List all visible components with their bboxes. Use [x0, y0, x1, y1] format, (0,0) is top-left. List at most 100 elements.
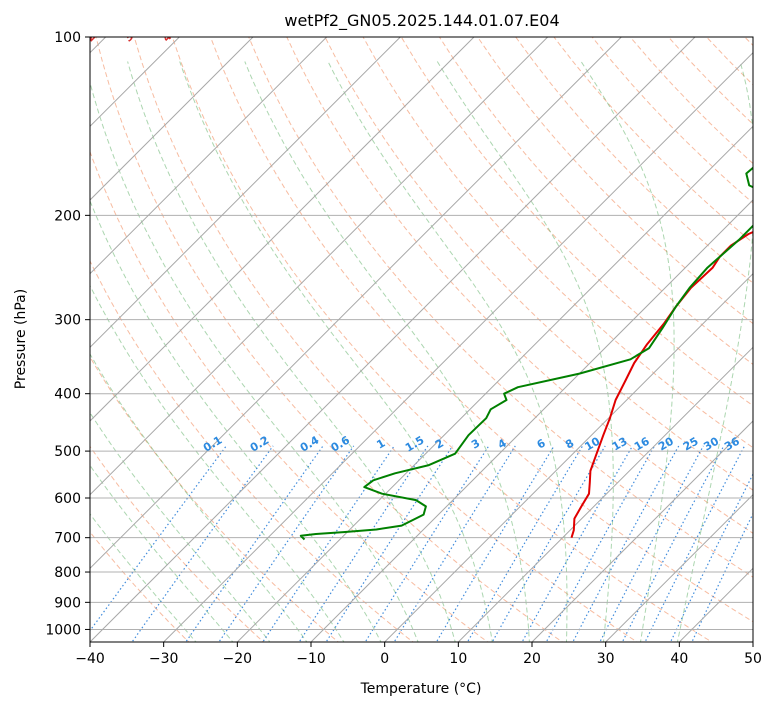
- mixing-ratio-line: [185, 445, 324, 642]
- dry-adiabat: [133, 37, 638, 642]
- isotherm-grid-line: [531, 420, 753, 642]
- isotherm-grid-line: [90, 37, 401, 349]
- mixing-ratio-line: [599, 445, 704, 642]
- isotherm-grid-line: [752, 641, 753, 642]
- mixing-ratio-line: [521, 445, 634, 642]
- grid-lines: [90, 37, 753, 642]
- dry-adiabat-label: 30: [122, 24, 142, 44]
- dry-adiabat: [210, 37, 753, 623]
- dry-adiabat: [171, 37, 713, 642]
- dry-adiabat: [90, 150, 489, 642]
- moist-adiabat: [676, 61, 753, 642]
- x-tick-label: 40: [670, 651, 688, 667]
- dry-adiabat: [438, 37, 753, 366]
- mixing-ratio-label: 2: [433, 437, 446, 452]
- dry-adiabat-label: 40: [160, 24, 180, 44]
- mixing-ratio-line: [572, 445, 680, 642]
- x-tick-label: 20: [523, 651, 541, 667]
- y-tick-label: 900: [54, 595, 81, 611]
- y-tick-label: 500: [54, 444, 81, 460]
- moist-adiabat: [436, 61, 614, 642]
- dry-adiabat: [286, 37, 753, 534]
- dry-adiabat: [90, 356, 339, 642]
- x-tick-label: 10: [449, 651, 467, 667]
- x-tick-label: 0: [380, 651, 389, 667]
- dry-adiabat-label: 0: [10, 27, 25, 42]
- isotherm-grid-line: [90, 37, 475, 422]
- mixing-ratio-label: 6: [535, 436, 548, 451]
- dry-adiabat: [706, 37, 753, 86]
- moist-adiabat: [244, 61, 530, 642]
- x-tick-label: 50: [744, 651, 762, 667]
- chart-title: wetPf2_GN05.2025.144.01.07.E04: [284, 11, 559, 31]
- isotherm-grid-line: [90, 37, 549, 496]
- moist-adiabat: [90, 199, 382, 642]
- y-tick-label: 100: [54, 30, 81, 46]
- mixing-ratio-line: [393, 445, 516, 642]
- dry-adiabat: [553, 37, 753, 244]
- mixing-ratio-line: [325, 445, 454, 642]
- series-layer: [299, 166, 753, 541]
- x-tick-label: −30: [149, 651, 179, 667]
- isotherm-grid-line: [163, 51, 753, 642]
- y-tick-label: 200: [54, 208, 81, 224]
- y-tick-label: 600: [54, 491, 81, 507]
- isotherm-grid-line: [310, 199, 753, 642]
- isotherm-grid-line: [457, 346, 753, 642]
- isotherm-grid-line: [90, 37, 622, 570]
- x-tick-label: −20: [223, 651, 253, 667]
- dewpoint-line: [299, 166, 753, 541]
- isotherm-grid-line: [384, 272, 753, 642]
- moist-adiabat: [580, 61, 675, 642]
- isotherm-grid-line: [90, 37, 254, 201]
- x-tick-label: −40: [75, 651, 105, 667]
- plot-frame: [89, 36, 754, 643]
- isotherm-grid-line: [90, 37, 696, 642]
- mixing-ratio-line: [545, 445, 656, 642]
- moist-adiabat: [90, 513, 197, 642]
- moist-adiabat: [90, 284, 345, 642]
- x-tick-label: 30: [597, 651, 615, 667]
- background-lines: [90, 37, 753, 642]
- dry-adiabat: [515, 37, 753, 284]
- mixing-ratio-line: [218, 445, 355, 642]
- mixing-ratio-label: 3: [469, 437, 482, 452]
- mixing-ratio-line: [364, 445, 490, 642]
- mixing-ratio-label: 1: [374, 437, 387, 452]
- mixing-ratio-line: [621, 445, 725, 642]
- mixing-ratio-line: [262, 445, 395, 642]
- y-tick-label: 700: [54, 531, 81, 547]
- dry-adiabat: [95, 37, 564, 642]
- isotherm-grid-line: [605, 493, 753, 642]
- x-tick-label: −10: [296, 651, 326, 667]
- mixing-ratio-label: 4: [496, 436, 509, 451]
- dry-adiabat: [591, 37, 753, 204]
- dry-adiabat: [477, 37, 753, 325]
- isotherm-grid-line: [90, 37, 328, 275]
- mixing-ratio-line: [131, 445, 274, 642]
- y-tick-label: 1000: [45, 622, 81, 638]
- y-tick-label: 300: [54, 313, 81, 329]
- mixing-ratio-line: [691, 512, 753, 642]
- dry-adiabat: [90, 445, 265, 642]
- mixing-ratio-line: [298, 445, 429, 642]
- dry-adiabat: [324, 37, 753, 491]
- temperature-line: [570, 230, 753, 538]
- moist-adiabat: [179, 61, 493, 642]
- mixing-ratio-line: [644, 445, 746, 642]
- dry-adiabat: [744, 37, 753, 47]
- dry-adiabat: [362, 37, 753, 449]
- moist-adiabat: [90, 80, 419, 642]
- moist-adiabat: [127, 61, 456, 642]
- y-tick-label: 800: [54, 565, 81, 581]
- y-tick-label: 400: [54, 387, 81, 403]
- mixing-ratio-line: [669, 472, 753, 642]
- mixing-ratio-line: [491, 445, 606, 642]
- isotherm-grid-line: [678, 567, 753, 642]
- moist-adiabat: [90, 411, 271, 642]
- moist-adiabat: [327, 61, 568, 642]
- isotherm-grid-line: [236, 125, 753, 642]
- y-axis-label: Pressure (hPa): [13, 289, 29, 389]
- mixing-ratio-label: 8: [563, 437, 576, 452]
